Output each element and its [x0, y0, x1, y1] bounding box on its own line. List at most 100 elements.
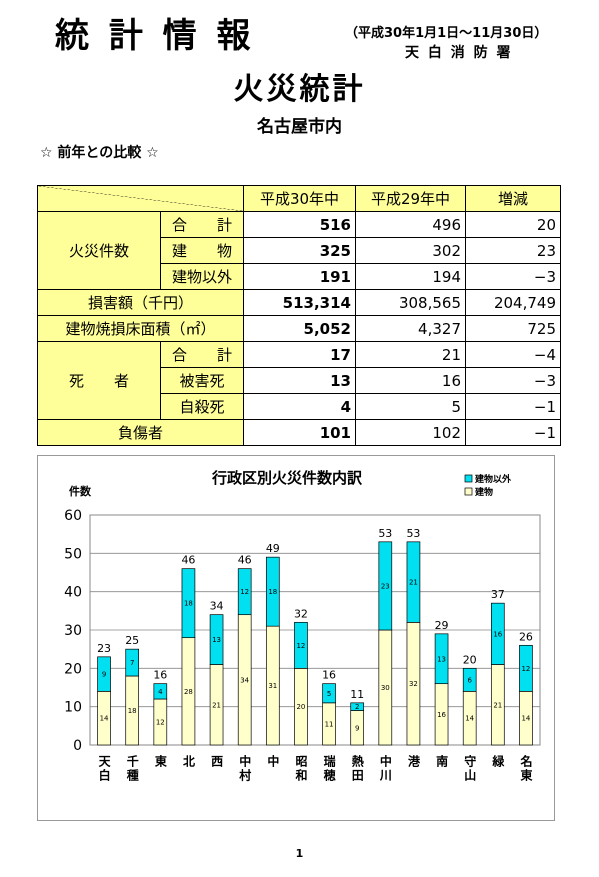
cell: 325 [243, 237, 356, 264]
segment-label: 20 [296, 703, 305, 711]
bar-segment [181, 568, 196, 639]
cell: −3 [465, 367, 561, 394]
segment-label: 12 [521, 665, 530, 673]
segment-label: 2 [355, 703, 359, 711]
x-tick-label: 名東 [519, 754, 533, 783]
segment-label: 14 [465, 715, 474, 723]
x-tick-label: 南 [435, 754, 449, 769]
column-header: 平成30年中 [243, 185, 356, 212]
segment-label: 6 [467, 676, 472, 684]
segment-label: 16 [437, 711, 446, 719]
cell: −1 [465, 393, 561, 420]
corner [37, 185, 244, 212]
legend-swatch [464, 474, 473, 483]
x-tick-label: 西 [210, 755, 224, 769]
segment-label: 18 [128, 707, 137, 715]
bar-segment [350, 702, 365, 711]
segment-label: 32 [409, 680, 418, 688]
segment-label: 11 [325, 720, 334, 728]
total-label: 32 [294, 607, 308, 620]
total-label: 37 [491, 588, 505, 601]
segment-label: 13 [212, 636, 221, 644]
cell: −4 [465, 341, 561, 368]
sub-label: 合 計 [160, 341, 244, 368]
bar-segment [209, 614, 224, 665]
bar-segment [490, 602, 505, 665]
group-label: 負傷者 [37, 419, 244, 446]
segment-label: 7 [130, 659, 134, 667]
segment-label: 14 [100, 715, 109, 723]
bar-segment [153, 683, 168, 700]
segment-label: 21 [493, 701, 502, 709]
sub-label: 合 計 [160, 211, 244, 238]
segment-label: 5 [327, 690, 331, 698]
segment-label: 13 [437, 655, 446, 663]
bar-segment [237, 568, 252, 616]
bar-segment [519, 644, 533, 692]
y-tick-label: 60 [64, 508, 82, 524]
segment-label: 12 [156, 719, 165, 727]
column-header: 平成29年中 [355, 185, 466, 212]
cell: 5 [355, 393, 466, 420]
segment-label: 12 [296, 642, 305, 650]
org: 天 白 消 防 署 [405, 45, 513, 61]
section-title: ☆ 前年との比較 ☆ [40, 145, 159, 161]
legend-label: 建物以外 [474, 473, 512, 485]
x-tick-label: 千種 [125, 754, 139, 783]
cell: −3 [465, 263, 561, 290]
total-label: 46 [181, 554, 195, 567]
x-tick-label: 守山 [463, 754, 477, 783]
cell: 5,052 [243, 315, 356, 342]
total-label: 16 [153, 669, 167, 682]
y-tick-label: 30 [64, 623, 82, 639]
segment-label: 16 [493, 630, 502, 638]
y-tick-label: 50 [64, 546, 82, 562]
bar-segment [265, 556, 280, 627]
cell: 513,314 [243, 289, 356, 316]
legend-label: 建物 [474, 486, 493, 498]
column-header: 増減 [465, 185, 561, 212]
x-tick-label: 北 [181, 754, 195, 769]
sub-label: 自殺死 [160, 393, 244, 420]
segment-label: 30 [381, 684, 390, 692]
group-label: 建物焼損床面積（㎡） [37, 315, 244, 342]
cell: 4,327 [355, 315, 466, 342]
y-tick-label: 20 [64, 661, 82, 677]
x-tick-label: 東 [153, 754, 167, 769]
bar-segment [97, 656, 111, 692]
main-title: 火災統計 [233, 72, 366, 107]
cell: 21 [355, 341, 466, 368]
period: （平成30年1月1日～11月30日） [345, 26, 548, 41]
total-label: 29 [435, 619, 449, 632]
group-label: 損害額（千円） [37, 289, 244, 316]
sub-label: 建 物 [160, 237, 244, 264]
bar-segment [462, 667, 477, 692]
bar-segment [434, 633, 449, 685]
segment-label: 21 [212, 701, 221, 709]
segment-label: 9 [102, 671, 106, 679]
total-label: 16 [322, 669, 336, 682]
cell: 308,565 [355, 289, 466, 316]
bar-segment [294, 621, 308, 669]
x-tick-label: 中村 [238, 754, 252, 783]
x-tick-label: 昭和 [294, 755, 308, 783]
bar-segment [322, 683, 336, 704]
x-tick-label: 港 [406, 754, 420, 769]
header-row: 平成30年中 平成29年中 増減 [37, 185, 561, 212]
total-label: 26 [519, 630, 533, 643]
total-label: 46 [238, 554, 252, 567]
cell: 17 [243, 341, 356, 368]
total-label: 49 [266, 542, 280, 555]
area: 名古屋市内 [257, 117, 342, 137]
cell: 725 [465, 315, 561, 342]
total-label: 53 [378, 527, 392, 540]
total-label: 20 [463, 653, 477, 666]
chart: 行政区別火災件数内訳 件数 010203040506014923天白18725千… [37, 455, 555, 821]
segment-label: 18 [268, 588, 277, 596]
segment-label: 14 [521, 715, 530, 723]
cell: 23 [465, 237, 561, 264]
total-label: 25 [125, 634, 139, 647]
sub-label: 建物以外 [160, 263, 244, 290]
segment-label: 12 [240, 588, 249, 596]
